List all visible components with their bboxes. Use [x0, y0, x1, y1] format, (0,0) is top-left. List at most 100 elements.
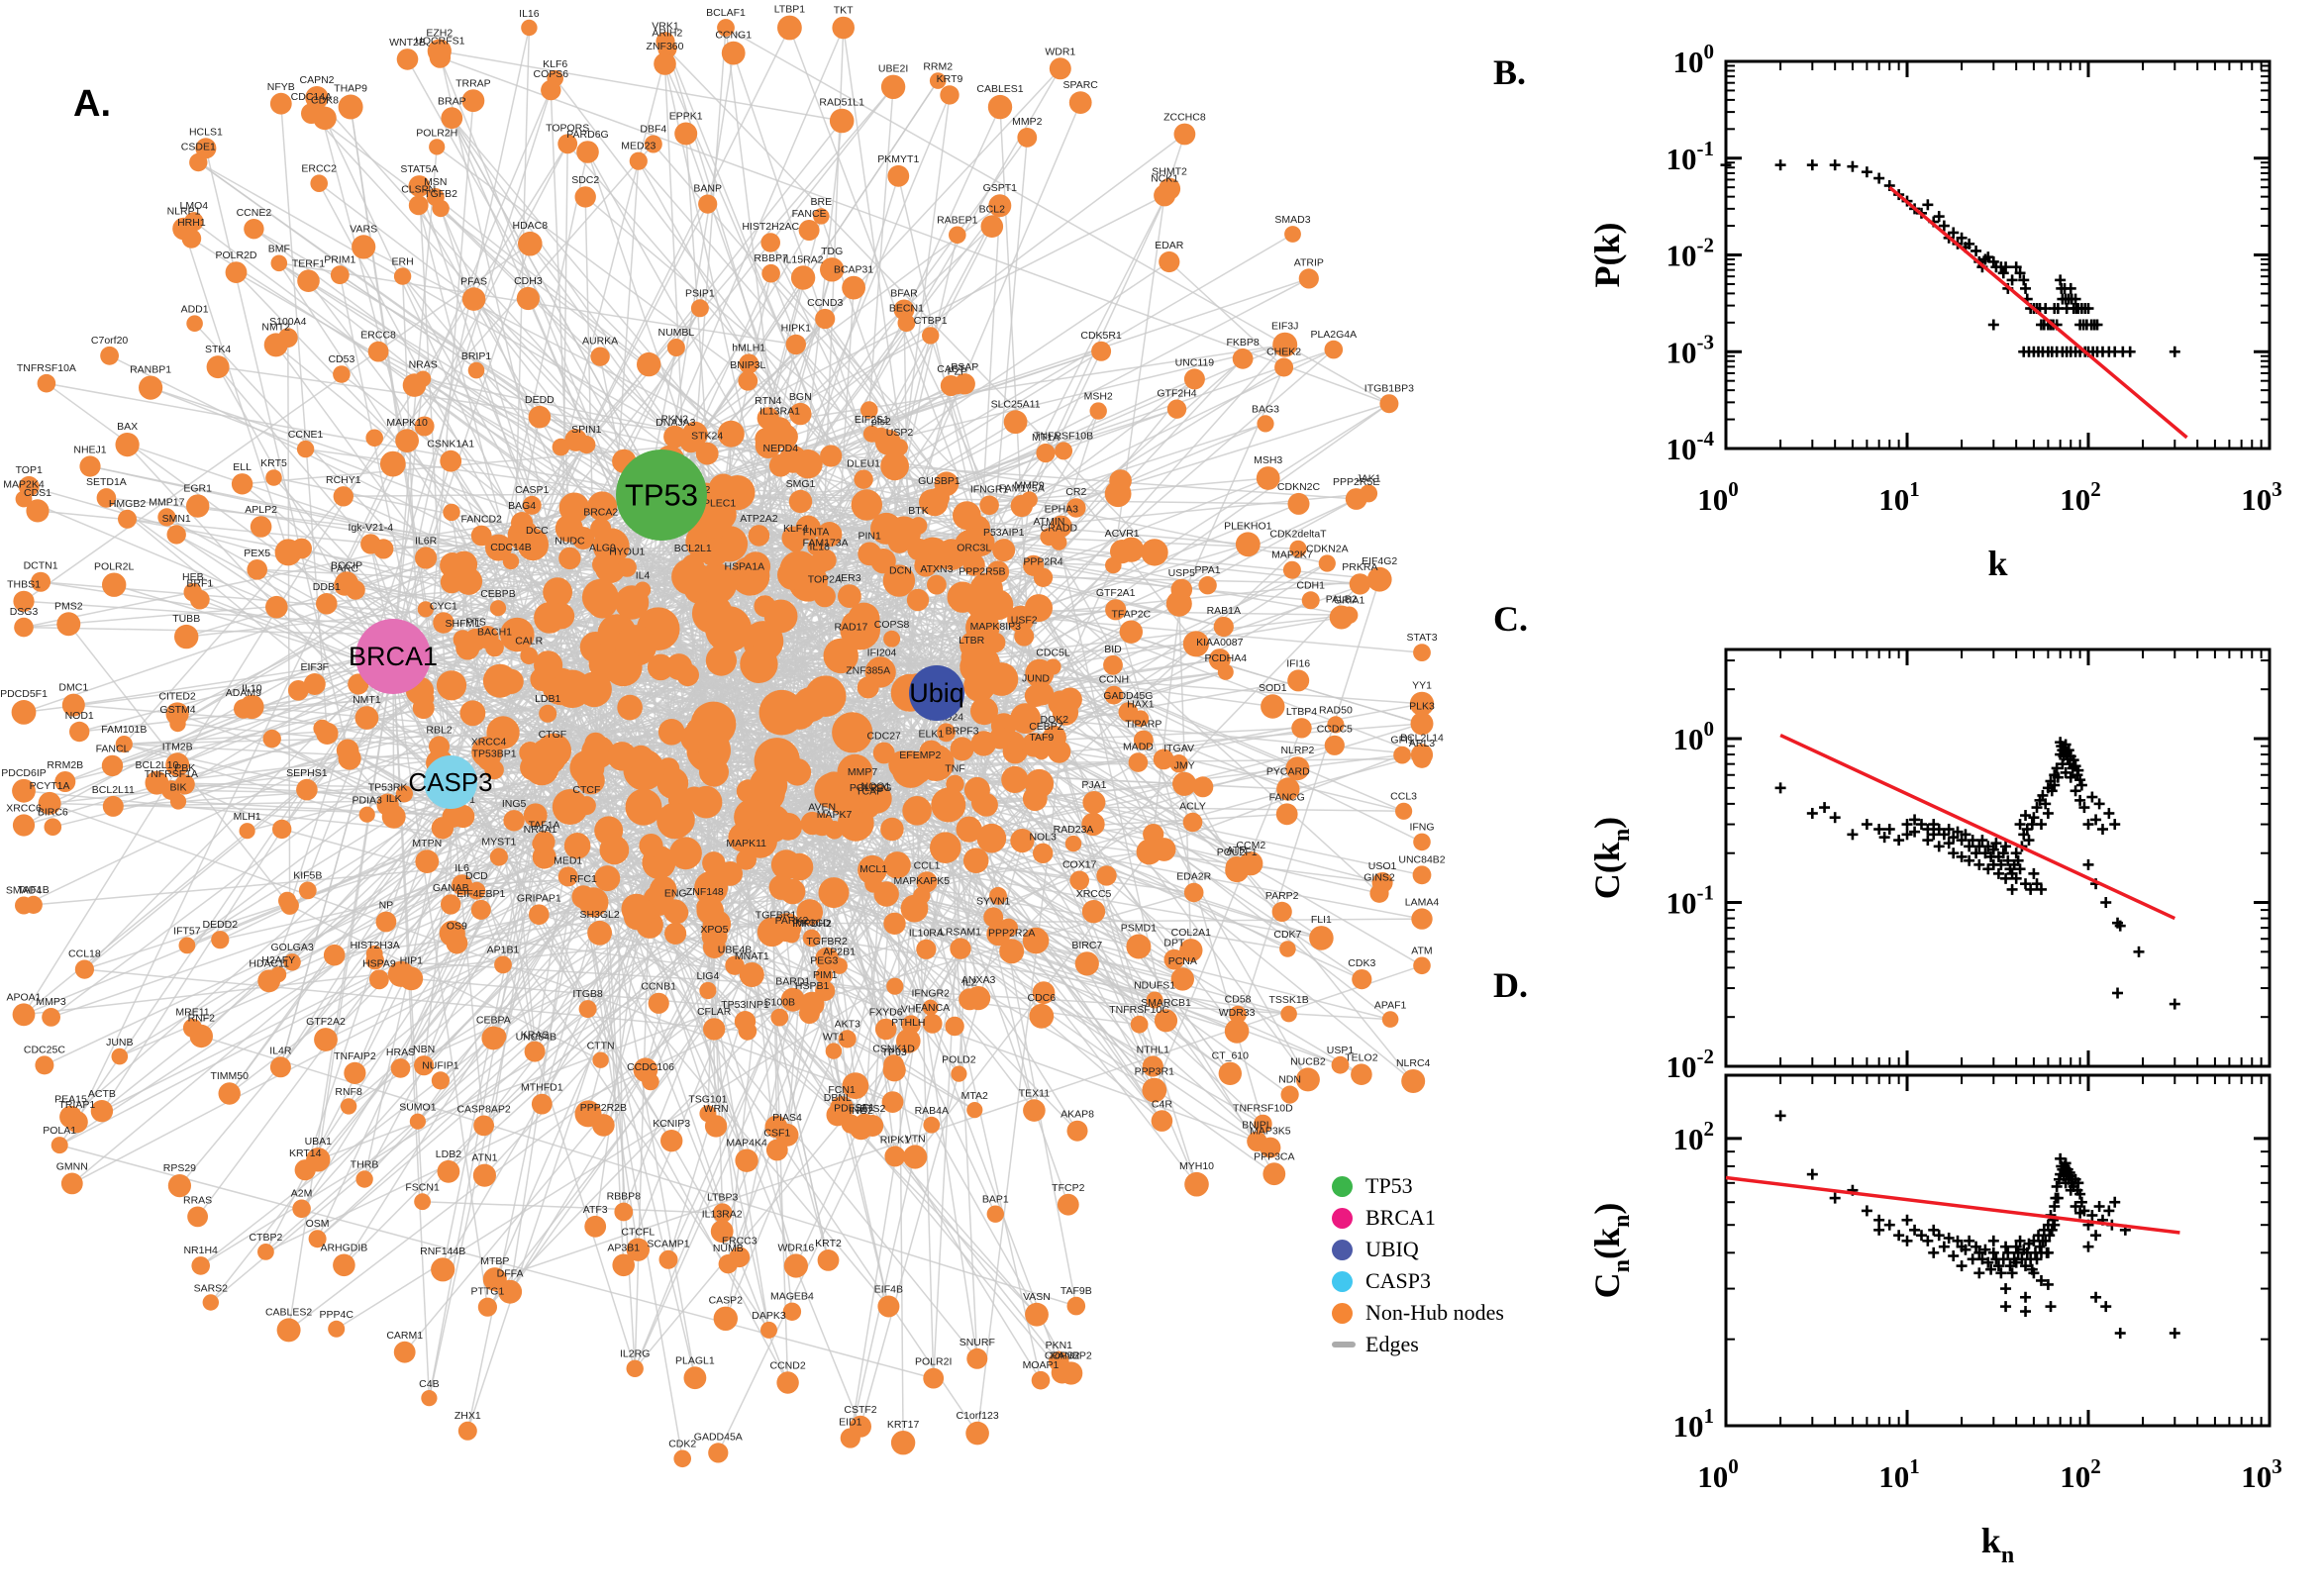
- network-node: [864, 874, 882, 893]
- hub-node-tp53: [616, 449, 707, 541]
- network-node-label: COPS6: [533, 68, 568, 80]
- network-node-label: PSAP: [951, 361, 978, 373]
- network-node: [96, 488, 117, 508]
- network-node-label: CD58: [1225, 994, 1252, 1006]
- network-node: [717, 19, 735, 37]
- network-node: [923, 1367, 945, 1389]
- network-node-label: ACTB: [88, 1088, 116, 1100]
- network-node-label: S100B: [764, 997, 796, 1009]
- network-node-label: NLRP2: [1280, 745, 1314, 756]
- network-node-label: GRIPAP1: [517, 892, 561, 904]
- network-node-label: ERH: [392, 255, 414, 267]
- network-node: [951, 1065, 967, 1082]
- network-node-label: CSDE1: [181, 142, 216, 153]
- legend-item-label: CASP3: [1365, 1268, 1432, 1293]
- network-node: [712, 1203, 733, 1223]
- network-node: [782, 1302, 802, 1322]
- network-node-label: TUBB: [172, 613, 200, 625]
- network-nodes-layer: [11, 15, 1435, 1468]
- network-node: [1010, 829, 1035, 853]
- network-node-label: BARD1: [775, 976, 810, 988]
- network-node: [470, 899, 491, 920]
- network-node-label: RANBP2: [1051, 1349, 1092, 1361]
- network-node-label: CEBPB: [480, 588, 516, 600]
- network-node: [1172, 771, 1197, 796]
- network-node-label: PIM1: [813, 969, 838, 981]
- network-node: [953, 501, 981, 531]
- network-node: [500, 617, 535, 652]
- panel-label-b: B.: [1493, 52, 1527, 92]
- hub-node-label: Ubiq: [909, 678, 964, 708]
- network-node-label: FLI1: [1311, 914, 1332, 926]
- network-node: [414, 416, 435, 437]
- network-node: [157, 508, 176, 527]
- network-node: [1128, 752, 1149, 772]
- network-node-label: BAG3: [1252, 403, 1279, 415]
- network-node-label: BCCIP: [331, 559, 362, 571]
- network-node-label: XRCC6: [6, 802, 42, 814]
- network-node: [544, 740, 561, 758]
- network-node-label: PDCD5F1: [0, 688, 48, 700]
- network-node-label: PIN1: [858, 531, 882, 543]
- network-node: [1045, 658, 1061, 675]
- network-node-label: ZNF385A: [846, 664, 890, 676]
- network-node: [1298, 268, 1319, 289]
- network-node: [1133, 730, 1154, 750]
- network-node: [270, 966, 287, 983]
- network-legend: TP53 BRCA1 UBIQ CASP3 Non-Hub nodes Edges: [1332, 1170, 1504, 1360]
- network-node-label: CCNB1: [641, 981, 676, 993]
- network-node: [375, 911, 397, 933]
- network-node-label: CDK2deltaT: [1269, 529, 1327, 541]
- network-node: [748, 525, 770, 547]
- network-node: [15, 896, 33, 915]
- network-node: [12, 814, 36, 837]
- network-node: [12, 1003, 36, 1027]
- network-node-label: GRIA1: [1334, 595, 1365, 607]
- network-node: [522, 495, 542, 515]
- network-node: [1272, 332, 1298, 357]
- network-node: [962, 848, 989, 873]
- network-node-label: KLF4: [783, 523, 808, 535]
- network-node-label: EZH2: [426, 28, 453, 40]
- network-node-label: HDAC11: [249, 957, 289, 969]
- network-node-label: NOL3: [1029, 832, 1057, 844]
- network-node: [710, 1220, 734, 1244]
- network-node: [815, 966, 834, 984]
- network-node: [581, 578, 619, 616]
- network-node: [699, 756, 729, 787]
- network-node: [669, 837, 702, 870]
- axis-ticks: [1724, 649, 2272, 1068]
- network-node-label: FANCG: [1269, 791, 1305, 803]
- network-node-label: HSPA9: [362, 957, 396, 969]
- network-node: [736, 849, 757, 870]
- network-node-label: NUMBL: [658, 327, 695, 339]
- network-node-label: NRAS: [409, 359, 438, 371]
- network-node-label: CAPN2: [299, 74, 334, 86]
- network-node: [262, 729, 281, 748]
- network-node: [576, 671, 612, 708]
- network-node: [760, 233, 780, 252]
- network-node-label: DEDD2: [203, 919, 239, 931]
- network-node: [768, 453, 792, 477]
- network-node: [1153, 748, 1174, 770]
- network-node: [558, 547, 581, 570]
- network-node-label: PARK2: [775, 915, 809, 927]
- network-node: [323, 944, 346, 966]
- network-node: [931, 787, 966, 823]
- network-node: [838, 584, 861, 608]
- network-node: [292, 1199, 311, 1219]
- network-node: [577, 436, 596, 454]
- network-node-label: THAP9: [334, 83, 367, 95]
- network-node: [858, 542, 882, 566]
- network-node: [1225, 856, 1248, 879]
- network-node-label: C4R: [1152, 1098, 1172, 1110]
- network-node: [352, 235, 376, 259]
- network-node: [1146, 991, 1163, 1009]
- network-node-label: VHL: [901, 1003, 922, 1015]
- network-node-label: MYST1: [481, 836, 516, 848]
- network-node-label: HIST2H2AC: [742, 221, 799, 233]
- network-node-label: Igk-V21-4: [349, 522, 394, 534]
- network-node: [467, 361, 485, 379]
- network-node-label: UBE2I: [878, 63, 908, 75]
